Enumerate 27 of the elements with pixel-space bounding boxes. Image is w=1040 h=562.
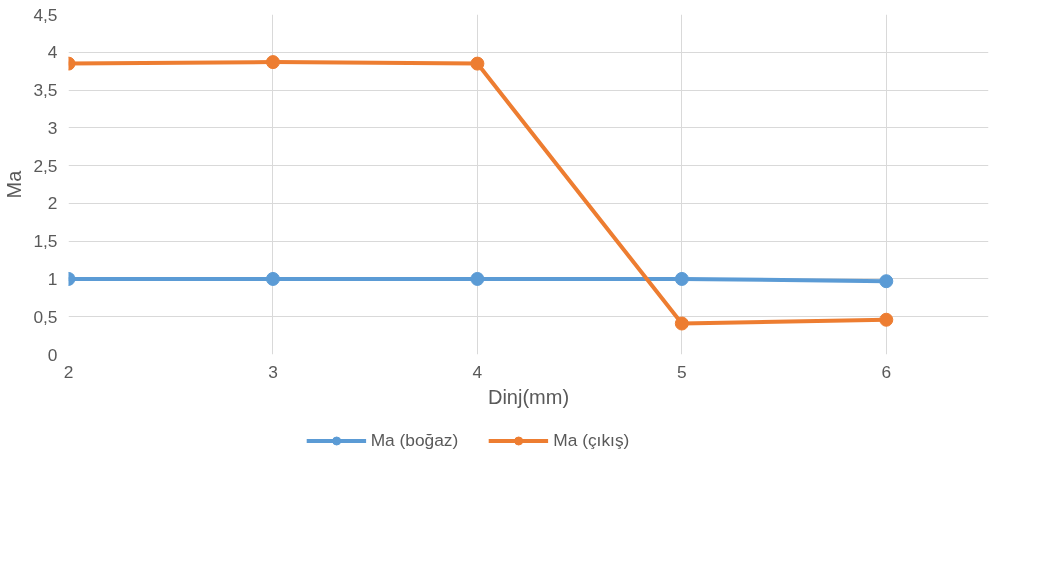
point <box>470 56 485 71</box>
x-tick-label: 3 <box>268 361 278 382</box>
x-axis-title: Dinj(mm) <box>487 385 570 408</box>
y-tick-label: 2,5 <box>33 155 58 176</box>
y-tick-label: 4,5 <box>33 4 58 25</box>
y-tick-label: 1 <box>47 268 58 289</box>
x-tick-label: 6 <box>881 361 892 382</box>
y-axis-title: Ma <box>3 169 26 199</box>
y-tick-label: 2 <box>47 193 58 214</box>
point <box>470 271 485 286</box>
x-tick-label: 4 <box>472 361 483 382</box>
x-tick-label: 2 <box>63 361 74 382</box>
x-tick-label: 5 <box>677 361 687 382</box>
y-tick-label: 3,5 <box>33 80 58 101</box>
point <box>879 312 894 327</box>
y-tick-label: 0 <box>47 344 58 365</box>
point <box>265 55 280 70</box>
y-tick-label: 4 <box>47 42 58 63</box>
point <box>674 271 689 286</box>
point <box>265 271 280 286</box>
y-tick-label: 0,5 <box>33 306 58 327</box>
y-tick-label: 3 <box>47 117 58 138</box>
legend-label: Ma (çıkış) <box>553 429 630 451</box>
y-tick-label: 1,5 <box>33 231 58 252</box>
point <box>879 274 894 289</box>
legend-label: Ma (boğaz) <box>370 429 459 451</box>
point <box>674 316 689 331</box>
